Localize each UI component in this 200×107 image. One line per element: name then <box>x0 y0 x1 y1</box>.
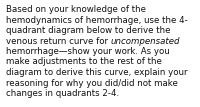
Text: Based on your knowledge of the: Based on your knowledge of the <box>6 5 146 14</box>
Text: quadrant diagram below to derive the: quadrant diagram below to derive the <box>6 26 170 35</box>
Text: venous return curve for: venous return curve for <box>6 36 111 45</box>
Text: uncompensated: uncompensated <box>111 36 180 45</box>
Text: reasoning for why you did/did not make: reasoning for why you did/did not make <box>6 79 178 88</box>
Text: hemodynamics of hemorrhage, use the 4-: hemodynamics of hemorrhage, use the 4- <box>6 16 188 25</box>
Text: hemorrhage—show your work. As you: hemorrhage—show your work. As you <box>6 47 170 56</box>
Text: make adjustments to the rest of the: make adjustments to the rest of the <box>6 57 162 66</box>
Text: changes in quadrants 2-4.: changes in quadrants 2-4. <box>6 89 119 98</box>
Text: diagram to derive this curve, explain your: diagram to derive this curve, explain yo… <box>6 68 188 77</box>
